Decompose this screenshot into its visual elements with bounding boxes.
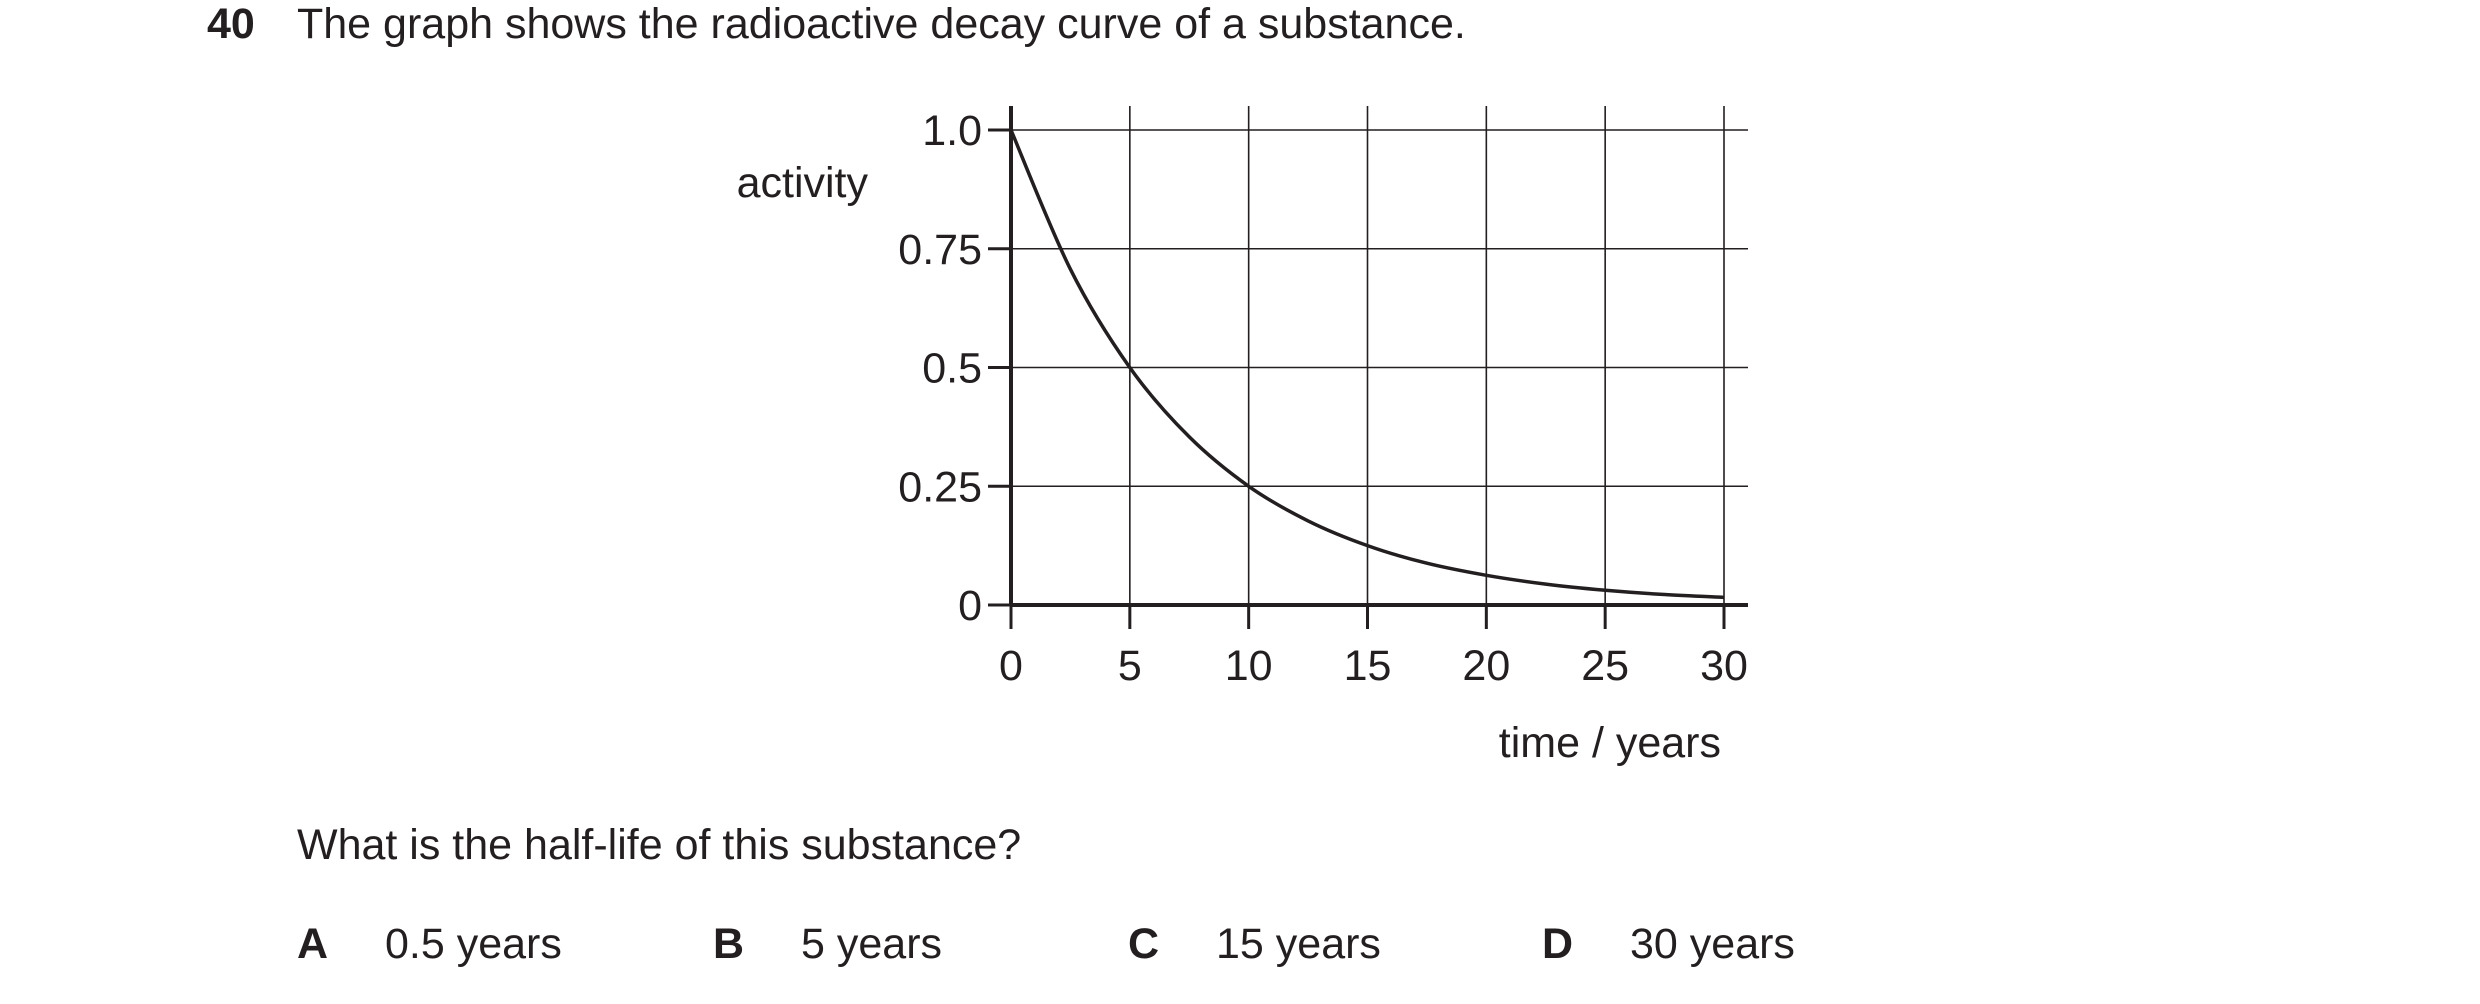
option-c-letter[interactable]: C xyxy=(1128,920,1160,968)
y-tick-label-0.75: 0.75 xyxy=(898,226,982,274)
question-stem: The graph shows the radioactive decay cu… xyxy=(297,0,1466,48)
y-tick-label-0.5: 0.5 xyxy=(922,345,982,393)
option-b-text[interactable]: 5 years xyxy=(801,920,943,968)
option-a-text[interactable]: 0.5 years xyxy=(385,920,562,968)
option-d-text[interactable]: 30 years xyxy=(1630,920,1795,968)
x-tick-label-15: 15 xyxy=(1344,642,1392,690)
option-a-letter[interactable]: A xyxy=(297,920,329,968)
y-tick-label-0.25: 0.25 xyxy=(898,463,982,511)
x-tick-label-20: 20 xyxy=(1462,642,1510,690)
y-tick-label-1: 1.0 xyxy=(922,107,982,155)
option-c-text[interactable]: 15 years xyxy=(1216,920,1381,968)
y-tick-label-0: 0 xyxy=(958,582,982,630)
decay-chart: 0 0.25 0.5 0.75 1.0 0 5 10 15 20 25 30 activity tim… xyxy=(737,106,1748,767)
option-d-letter[interactable]: D xyxy=(1542,920,1574,968)
chart-axes xyxy=(1009,106,1748,607)
x-tick-label-5: 5 xyxy=(1118,642,1142,690)
chart-gridlines xyxy=(1011,106,1748,605)
x-axis-label: time / years xyxy=(1499,719,1721,767)
y-axis-label: activity xyxy=(737,159,869,207)
x-tick-label-0: 0 xyxy=(999,642,1023,690)
x-tick-label-25: 25 xyxy=(1581,642,1629,690)
x-tick-label-30: 30 xyxy=(1700,642,1748,690)
chart-tick-labels: 0 0.25 0.5 0.75 1.0 0 5 10 15 20 25 30 xyxy=(898,107,1748,690)
decay-curve-line xyxy=(1009,129,1725,600)
option-b-letter[interactable]: B xyxy=(713,920,745,968)
question-number: 40 xyxy=(207,0,255,48)
chart-ticks xyxy=(988,128,1726,629)
chart-series xyxy=(1009,129,1725,600)
question-prompt: What is the half-life of this substance? xyxy=(297,821,1022,869)
x-tick-label-10: 10 xyxy=(1225,642,1273,690)
answer-options: A 0.5 years B 5 years C 15 years D 30 ye… xyxy=(0,923,2480,983)
